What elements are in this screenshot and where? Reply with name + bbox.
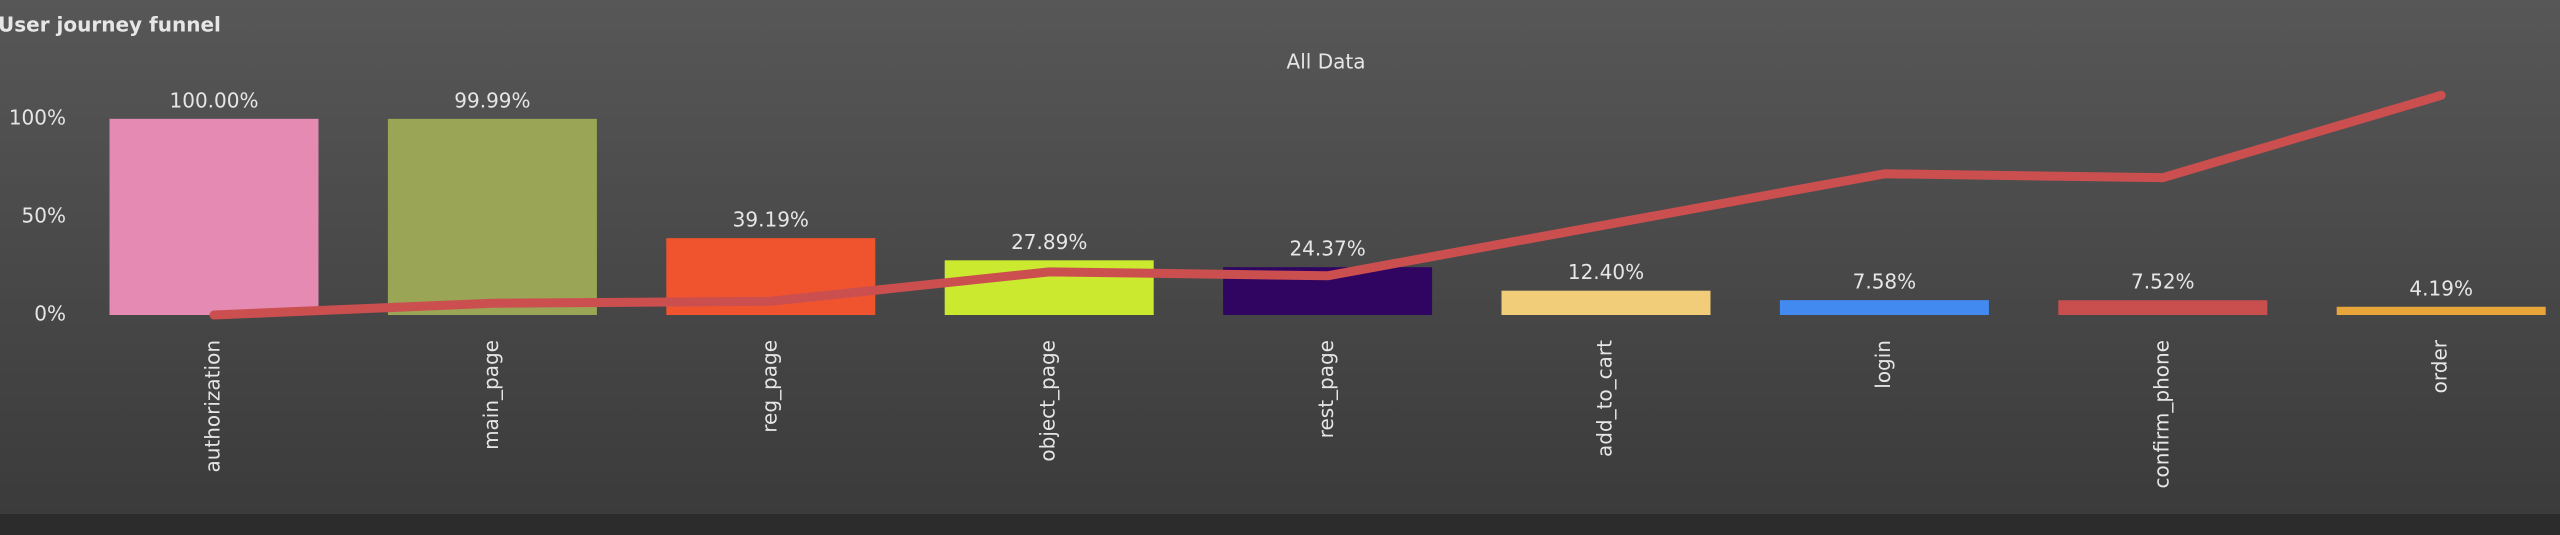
x-tick-label: reg_page xyxy=(757,340,781,433)
data-label: 4.19% xyxy=(2409,276,2473,300)
data-label: 7.52% xyxy=(2131,270,2195,294)
bar xyxy=(1501,290,1711,315)
bar xyxy=(109,118,319,315)
x-tick-label: add_to_cart xyxy=(1593,340,1617,457)
background xyxy=(0,0,2560,514)
data-label: 24.37% xyxy=(1289,237,1365,261)
data-label: 27.89% xyxy=(1011,230,1087,254)
data-label: 100.00% xyxy=(170,88,259,112)
x-tick-label: object_page xyxy=(1036,340,1060,462)
chart-title: User journey funnel xyxy=(0,13,221,37)
data-label: 99.99% xyxy=(454,88,530,112)
chart-subtitle: All Data xyxy=(1287,50,1366,74)
x-tick-label: main_page xyxy=(479,340,503,450)
bar xyxy=(2058,300,2268,315)
data-label: 12.40% xyxy=(1568,260,1644,284)
bar xyxy=(387,118,597,315)
y-tick-label: 100% xyxy=(9,105,66,129)
bar xyxy=(1779,300,1989,315)
data-label: 7.58% xyxy=(1853,270,1917,294)
y-tick-label: 50% xyxy=(22,203,66,227)
footer-strip xyxy=(0,514,2560,535)
x-tick-label: order xyxy=(2428,339,2452,393)
x-tick-label: confirm_phone xyxy=(2149,340,2173,488)
line xyxy=(209,90,2446,320)
bar xyxy=(2336,306,2546,315)
y-tick-label: 0% xyxy=(34,302,66,326)
x-tick-label: authorization xyxy=(201,340,225,473)
data-label: 39.19% xyxy=(733,208,809,232)
x-tick-label: login xyxy=(1871,340,1895,389)
x-tick-label: rest_page xyxy=(1314,340,1338,438)
